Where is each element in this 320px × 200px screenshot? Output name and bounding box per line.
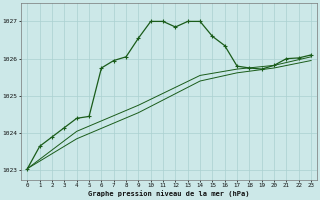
X-axis label: Graphe pression niveau de la mer (hPa): Graphe pression niveau de la mer (hPa) — [89, 190, 250, 197]
